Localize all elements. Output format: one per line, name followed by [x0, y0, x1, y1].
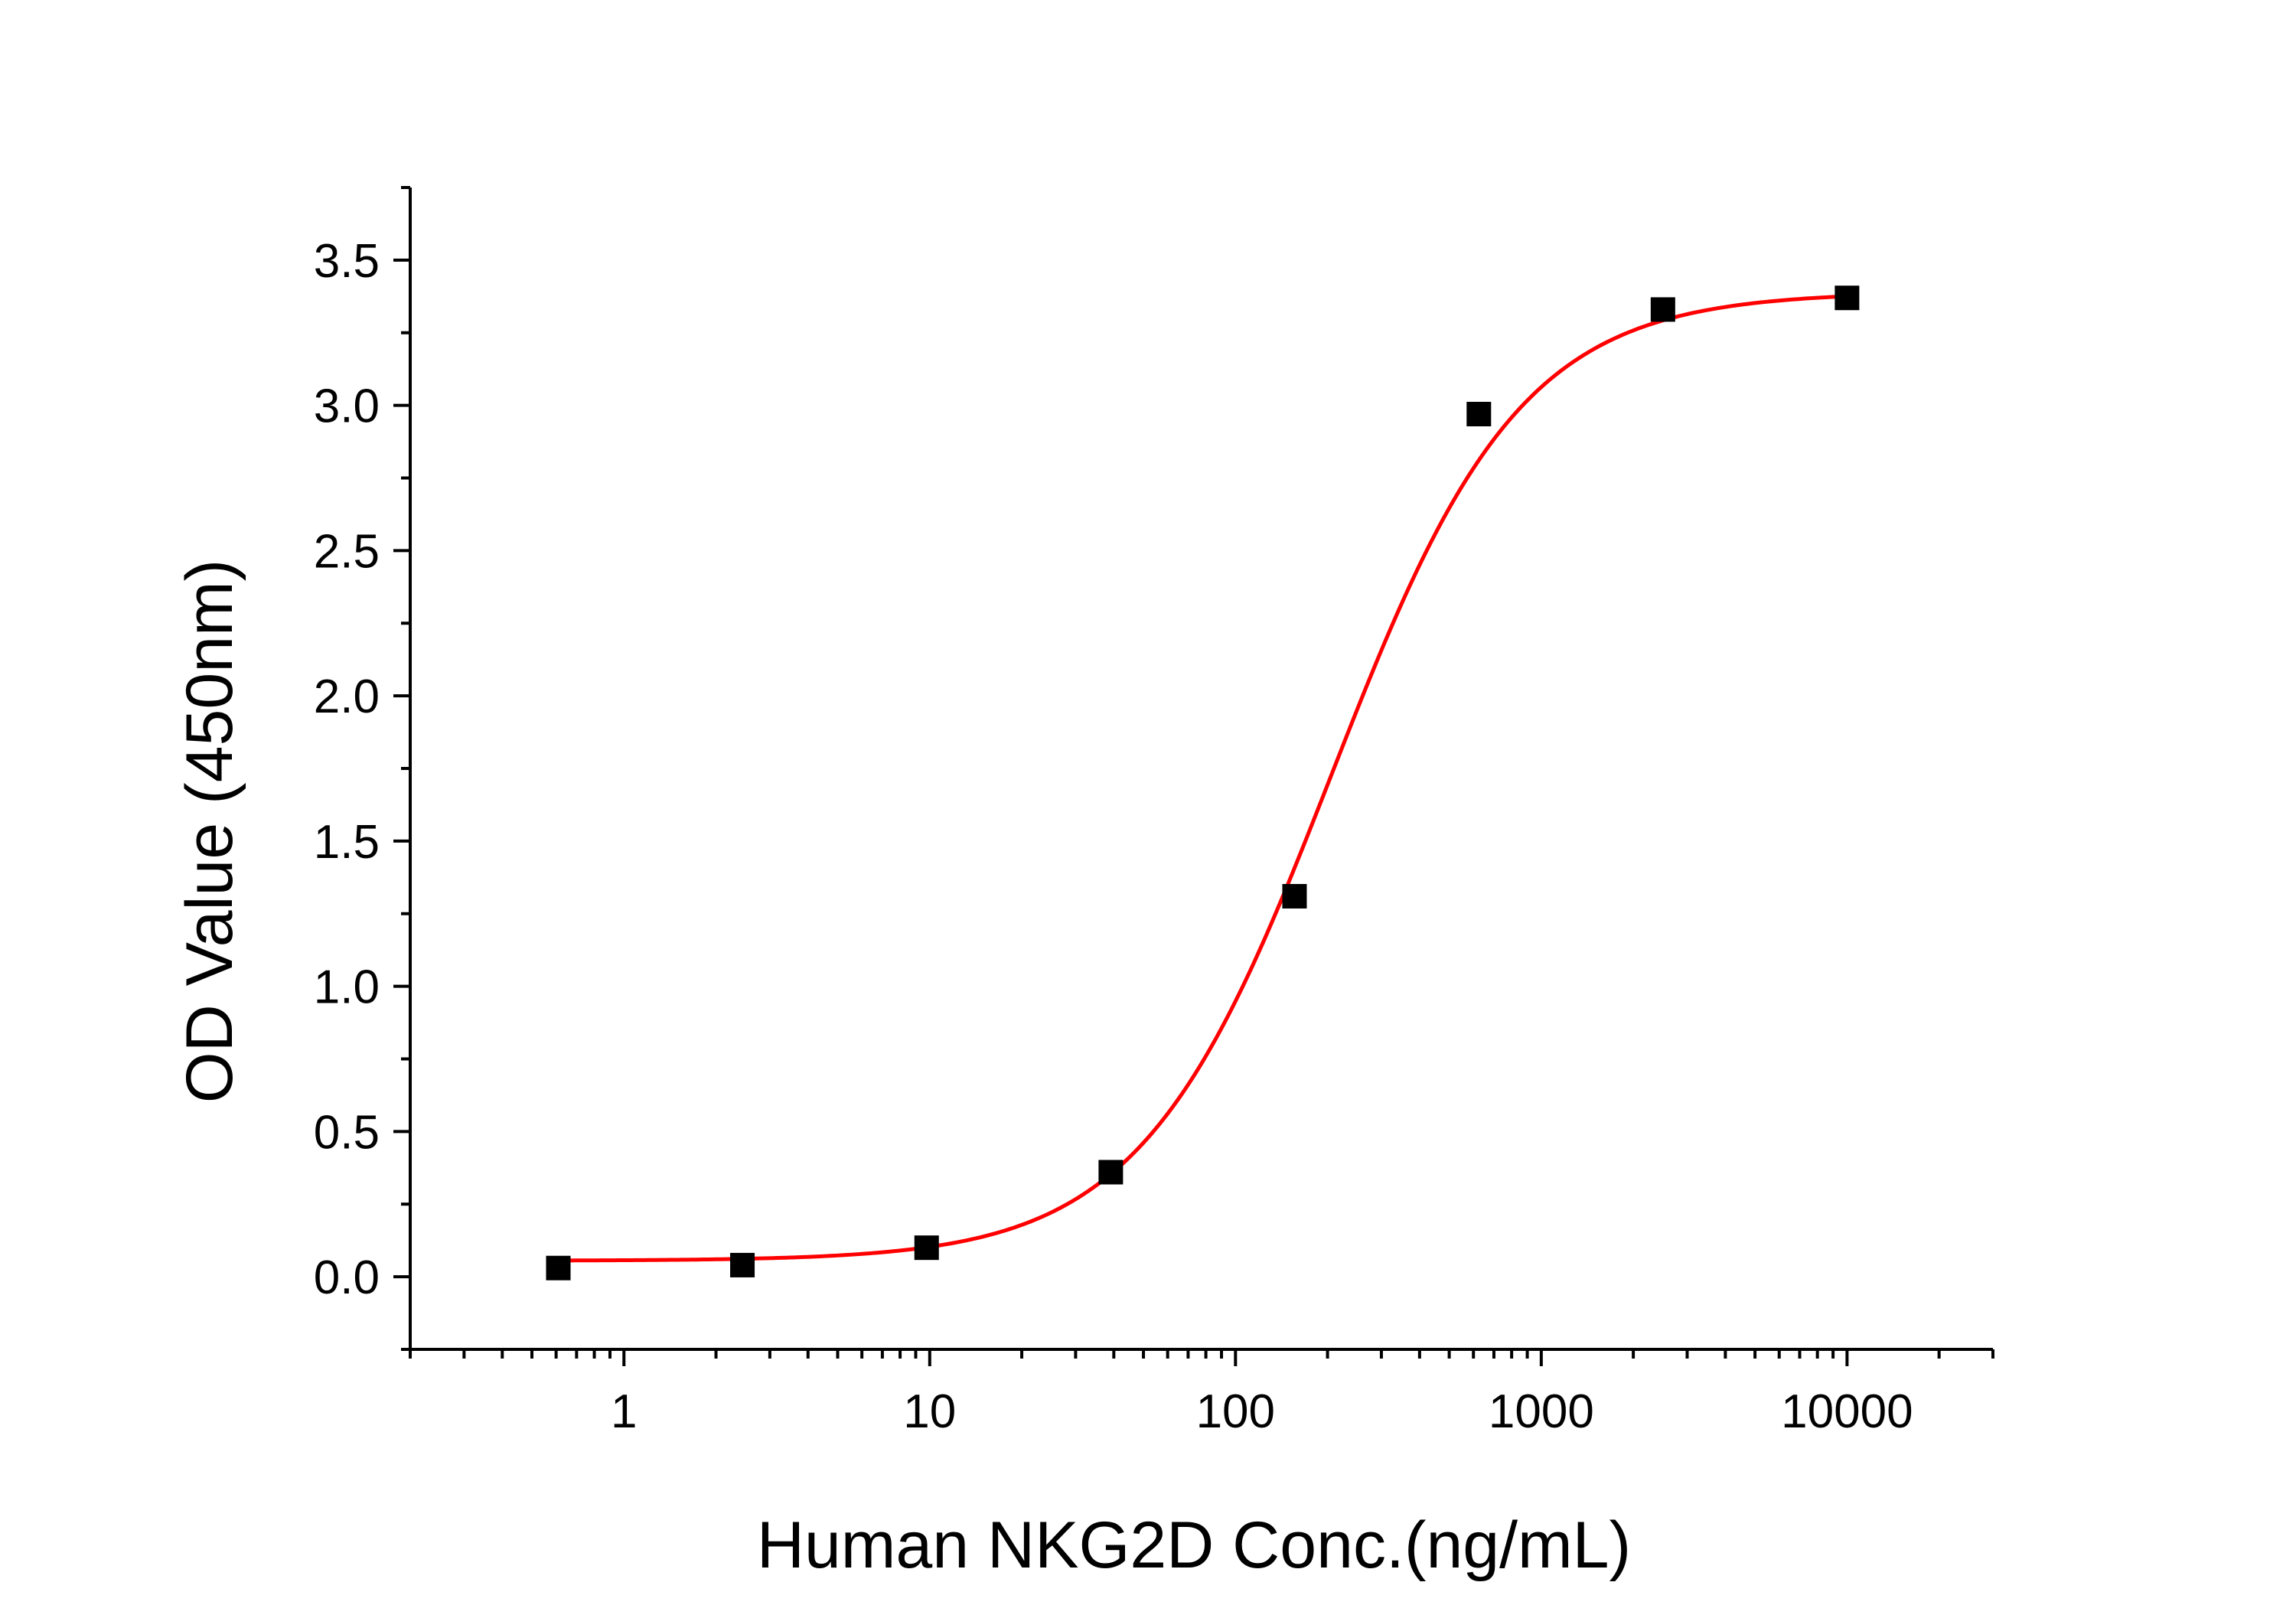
y-tick-label: 2.5: [314, 525, 380, 578]
data-points: [546, 285, 1860, 1280]
y-tick-label: 3.5: [314, 235, 380, 288]
fit-curve-layer: [558, 294, 1848, 1263]
y-tick-label: 0.5: [314, 1106, 380, 1159]
y-tick-label: 2.0: [314, 670, 380, 723]
data-point: [914, 1235, 939, 1261]
ticks: 0.0 0.5 1.0 1.5 2.0 2.5 3.0 3.5 1 10 100 1000 10000: [314, 186, 1994, 1438]
y-tick-label: 1.0: [314, 961, 380, 1014]
y-tick-label: 1.5: [314, 816, 380, 869]
data-point: [1650, 297, 1675, 322]
x-axis-title: Human NKG2D Conc.(ng/mL): [757, 1509, 1631, 1582]
data-point: [1466, 402, 1492, 427]
data-point: [1282, 883, 1307, 909]
x-tick-label: 10000: [1781, 1385, 1913, 1438]
y-tick-label: 0.0: [314, 1251, 380, 1304]
y-axis-title: OD Value (450nm): [173, 559, 246, 1104]
x-tick-label: 1: [611, 1385, 637, 1438]
x-tick-label: 1000: [1489, 1385, 1594, 1438]
x-tick-label: 10: [903, 1385, 956, 1438]
data-point: [1835, 285, 1860, 311]
data-point: [546, 1255, 571, 1280]
fit-curve: [558, 294, 1848, 1263]
data-point: [1098, 1160, 1124, 1185]
data-point: [730, 1252, 755, 1277]
y-tick-label: 3.0: [314, 380, 380, 433]
x-tick-label: 100: [1196, 1385, 1275, 1438]
